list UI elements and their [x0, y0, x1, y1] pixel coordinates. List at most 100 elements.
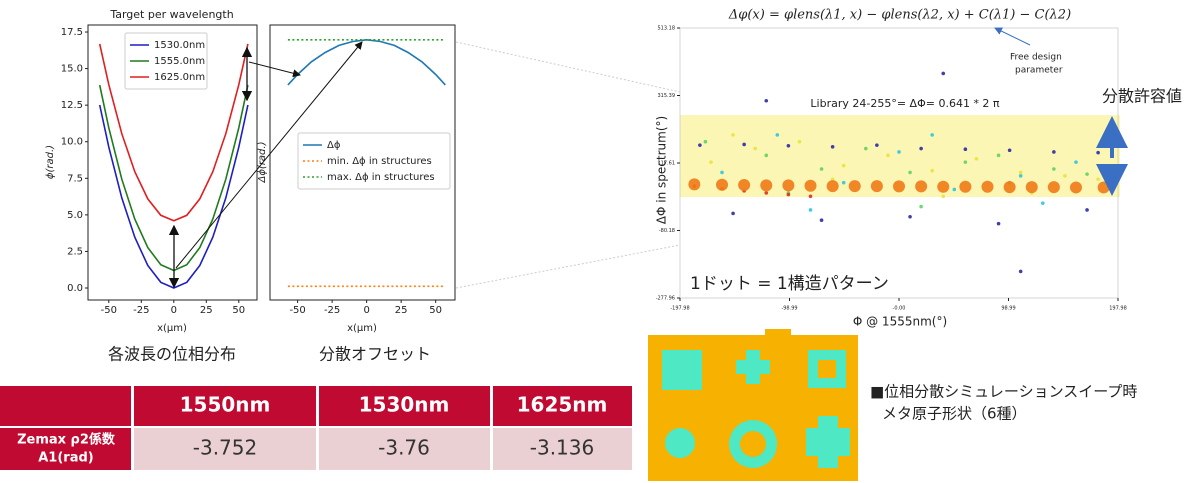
legend-label: max. Δϕ in structures [327, 172, 435, 183]
point [808, 208, 813, 212]
connectors [168, 27, 1128, 289]
cell-text: -3.752 [193, 436, 257, 460]
shape [736, 350, 770, 384]
shape [729, 420, 778, 468]
x-tick-label: 197.98 [1109, 306, 1127, 312]
point [919, 204, 923, 209]
point [808, 194, 813, 199]
point [709, 160, 713, 164]
point [1047, 181, 1060, 194]
point [775, 133, 780, 137]
x-tick-label: 0 [363, 305, 369, 316]
point [764, 191, 769, 195]
charts: -50 -25 0 25 50 0.0 2.5 5.0 7.5 10.0 12.5 15.0 17.5 T… [45, 8, 1127, 364]
point [908, 214, 912, 219]
point [819, 167, 824, 171]
legend-label: 1530.0nm [154, 40, 205, 51]
point [1025, 181, 1038, 194]
y-tick-label: 2.5 [67, 246, 83, 257]
x-tick-label: 25 [395, 305, 408, 316]
point [1003, 181, 1016, 194]
point [742, 142, 746, 147]
point [1074, 160, 1078, 164]
point [981, 180, 994, 193]
point [819, 218, 824, 223]
row-label: Zemax ρ2係数 [17, 432, 116, 448]
point [870, 180, 883, 193]
arrow [248, 61, 301, 78]
x-tick-label: 50 [232, 305, 245, 316]
row-label: A1(rad) [38, 451, 93, 466]
y-tick-label: 7.5 [67, 173, 83, 184]
annotation: Free design [1010, 53, 1062, 63]
annotation: Library 24-255°= ΔΦ= 0.641 * 2 π [810, 97, 1000, 110]
point [797, 139, 802, 144]
guide [455, 41, 681, 93]
point [893, 180, 905, 193]
caption: メタ原子形状（6種） [882, 405, 1027, 423]
cell [319, 428, 490, 470]
point [974, 156, 979, 161]
x-tick-label: -50 [289, 305, 305, 316]
y-tick-label: 15.0 [61, 64, 83, 75]
point [996, 153, 1001, 158]
point [698, 143, 702, 147]
caption: 分散オフセット [319, 345, 431, 364]
point [941, 194, 946, 199]
series-line [98, 43, 249, 222]
point [703, 139, 708, 144]
point [804, 179, 817, 192]
point [753, 146, 757, 151]
guide [455, 244, 681, 289]
y-tick-label: 5.0 [67, 210, 83, 221]
cell-text: -3.136 [530, 436, 594, 460]
arrow [994, 27, 1031, 46]
point [786, 192, 791, 197]
x-tick-label: 25 [200, 305, 213, 316]
point [1052, 150, 1056, 154]
point [915, 180, 928, 193]
header-cell [319, 386, 490, 426]
point [1097, 181, 1110, 194]
point [1069, 181, 1082, 194]
x-tick-label: 0 [171, 305, 177, 316]
panel [765, 329, 791, 337]
point [930, 133, 934, 137]
point [764, 153, 769, 158]
point [875, 143, 879, 147]
chart-title: Target per wavelength [109, 8, 233, 21]
y-tick-label: 315.39 [658, 93, 676, 99]
cell [493, 428, 632, 470]
point [841, 180, 846, 185]
point [897, 150, 901, 154]
x-axis-label: x(μm) [157, 323, 187, 334]
point [720, 170, 724, 175]
cell [134, 428, 316, 470]
chart-title: Δφ(x) = φlens(λ1, x) − φlens(λ2, x) + C(… [728, 8, 1071, 23]
point [1041, 201, 1045, 205]
point [1018, 269, 1023, 274]
point [731, 133, 735, 137]
point [1052, 167, 1056, 171]
point [1096, 150, 1100, 155]
point [963, 160, 968, 164]
header-cell [134, 386, 316, 426]
x-tick-label: -0.00 [893, 306, 906, 312]
point [959, 180, 972, 193]
point [760, 179, 773, 192]
point [941, 71, 946, 76]
table: 1550nm 1530nm 1625nm Zemax ρ2係数 A1(rad) … [0, 386, 632, 470]
point [1018, 174, 1023, 178]
header-text: 1625nm [517, 393, 608, 417]
point [1085, 208, 1089, 212]
point [908, 170, 912, 175]
point [1063, 174, 1067, 178]
point [919, 146, 923, 151]
point [764, 98, 769, 103]
header-cell [0, 386, 131, 426]
y-axis-label: ϕ(rad.) [45, 145, 56, 179]
point [937, 180, 950, 193]
point [848, 180, 861, 193]
y-tick-label: 513.18 [658, 26, 676, 32]
arrow [175, 41, 363, 269]
